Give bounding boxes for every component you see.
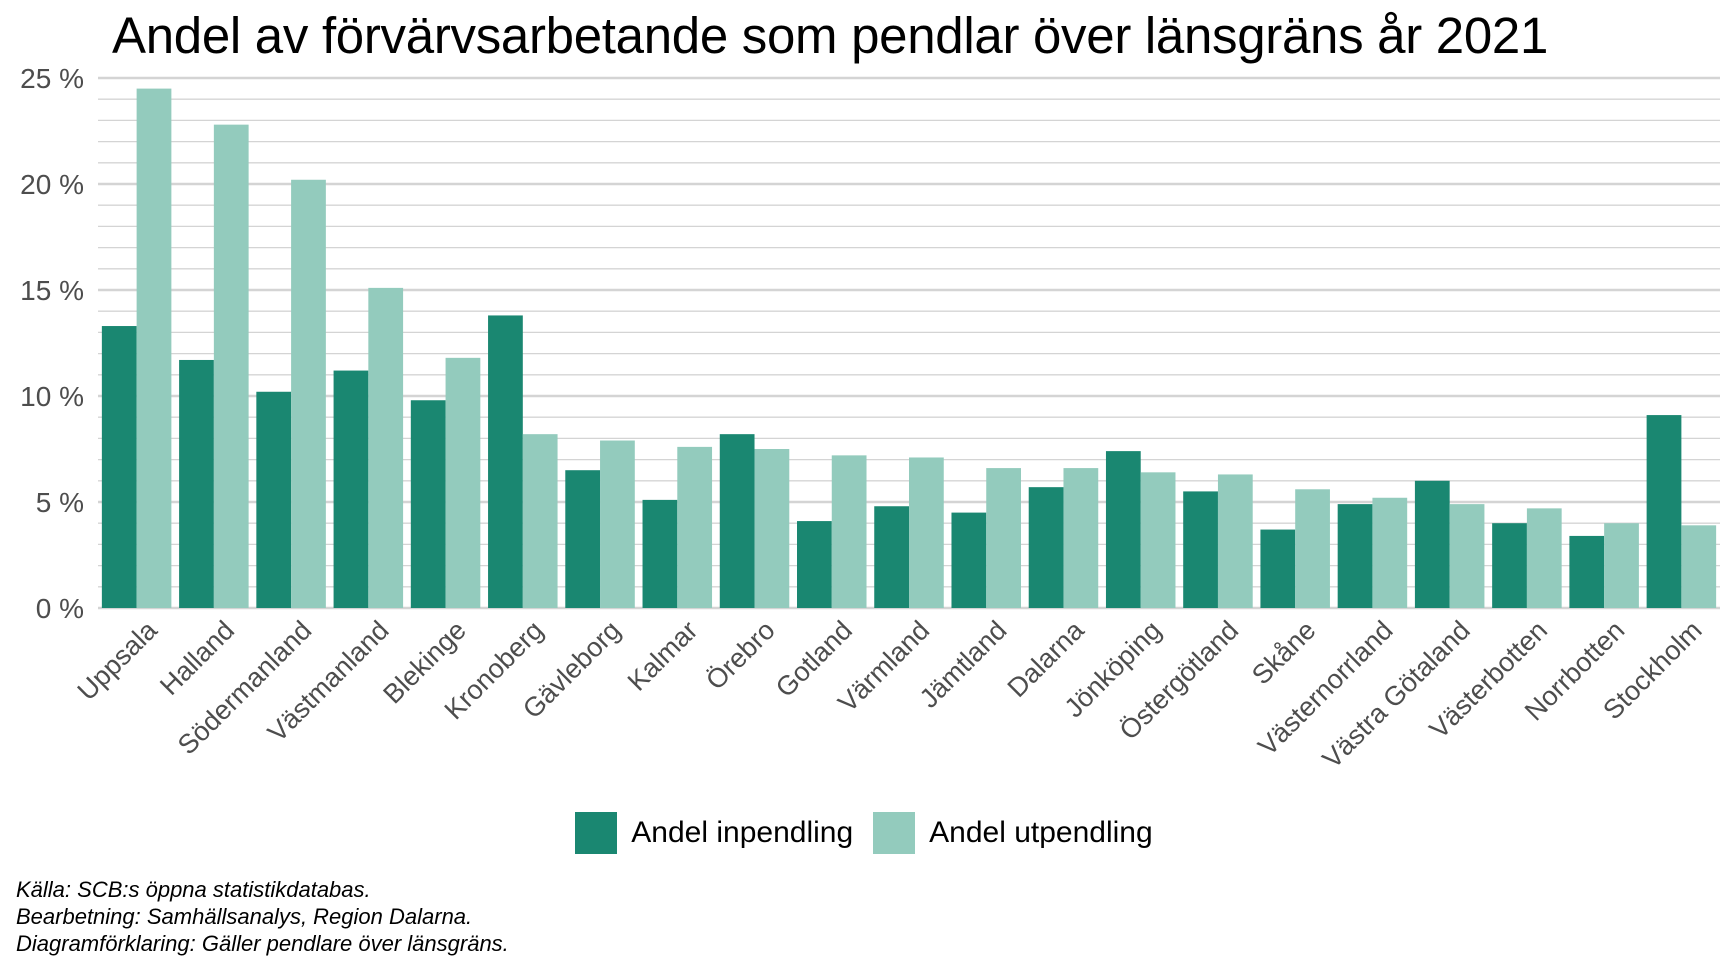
x-tick-label: Skåne — [1246, 615, 1321, 690]
y-tick-label: 15 % — [20, 275, 84, 306]
legend: Andel inpendling Andel utpendling — [0, 812, 1728, 854]
y-tick-label: 20 % — [20, 169, 84, 200]
bar-utpendling — [1295, 489, 1330, 608]
bar-utpendling — [1681, 525, 1717, 608]
bar-utpendling — [1063, 468, 1099, 608]
bar-utpendling — [1140, 472, 1176, 608]
x-tick-label: Kalmar — [622, 615, 704, 697]
bar-utpendling — [831, 455, 867, 608]
y-tick-label: 0 % — [36, 593, 84, 624]
bar-utpendling — [986, 468, 1021, 608]
bar-inpendling — [179, 359, 214, 608]
bar-utpendling — [1526, 508, 1562, 608]
bar-utpendling — [1604, 523, 1639, 608]
bar-inpendling — [874, 506, 909, 608]
bar-utpendling — [1449, 504, 1485, 608]
bar-inpendling — [101, 326, 137, 608]
bar-utpendling — [1372, 497, 1408, 608]
x-tick-label: Örebro — [700, 615, 781, 696]
bar-inpendling — [1260, 529, 1296, 608]
bar-inpendling — [565, 470, 601, 608]
footer-note: Diagramförklaring: Gäller pendlare över … — [16, 931, 509, 956]
legend-label-inpendling: Andel inpendling — [631, 816, 854, 849]
bar-utpendling — [1217, 474, 1253, 608]
chart-footer: Källa: SCB:s öppna statistikdatabas. Bea… — [16, 876, 509, 957]
bar-inpendling — [951, 512, 987, 608]
bar-inpendling — [1492, 523, 1527, 608]
bar-inpendling — [719, 434, 755, 608]
bar-utpendling — [754, 449, 790, 608]
footer-source: Källa: SCB:s öppna statistikdatabas. — [16, 877, 371, 902]
legend-label-utpendling: Andel utpendling — [929, 816, 1153, 849]
x-tick-label: Västernorrland — [1252, 615, 1398, 761]
bar-utpendling — [368, 287, 404, 608]
y-tick-label: 5 % — [36, 487, 84, 518]
bar-inpendling — [1105, 451, 1141, 608]
bar-inpendling — [797, 521, 832, 608]
bar-inpendling — [1028, 487, 1064, 608]
bar-utpendling — [445, 357, 481, 608]
bar-inpendling — [333, 370, 369, 608]
bar-inpendling — [1646, 415, 1682, 608]
bar-inpendling — [1337, 504, 1373, 608]
bar-inpendling — [1569, 535, 1605, 608]
bar-utpendling — [677, 446, 713, 608]
y-tick-label: 25 % — [20, 63, 84, 94]
x-axis-ticks: UppsalaHallandSödermanlandVästmanlandBle… — [72, 614, 1708, 774]
legend-swatch-inpendling — [575, 812, 618, 854]
y-tick-label: 10 % — [20, 381, 84, 412]
bar-inpendling — [488, 315, 523, 608]
legend-item-inpendling: Andel inpendling — [575, 812, 853, 854]
bar-inpendling — [410, 400, 446, 608]
footer-processing: Bearbetning: Samhällsanalys, Region Dala… — [16, 904, 473, 929]
legend-item-utpendling: Andel utpendling — [873, 812, 1153, 854]
y-axis-ticks: 0 % 5 % 10 % 15 % 20 % 25 % — [20, 63, 84, 624]
x-tick-label: Uppsala — [72, 614, 164, 706]
bar-utpendling — [909, 457, 944, 608]
bar-inpendling — [1183, 491, 1218, 608]
bars — [101, 88, 1717, 609]
legend-swatch-utpendling — [873, 812, 916, 854]
bar-utpendling — [291, 179, 326, 608]
bar-inpendling — [1414, 480, 1450, 608]
bar-inpendling — [256, 391, 292, 608]
bar-utpendling — [213, 124, 249, 608]
bar-utpendling — [522, 434, 558, 608]
bar-inpendling — [642, 499, 678, 608]
chart-title: Andel av förvärvsarbetande som pendlar ö… — [112, 7, 1549, 64]
bar-utpendling — [600, 440, 635, 608]
x-tick-label: Södermanland — [172, 615, 317, 760]
bar-utpendling — [136, 88, 172, 609]
